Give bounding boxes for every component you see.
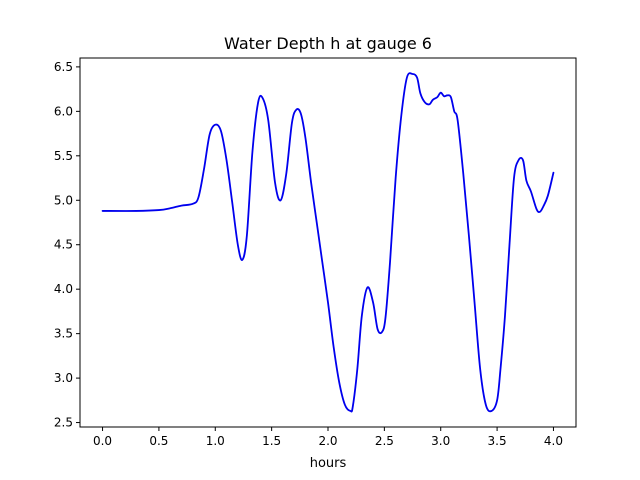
x-tick-label: 0.5 xyxy=(149,434,168,448)
y-tick-label: 4.5 xyxy=(54,238,73,252)
chart-title: Water Depth h at gauge 6 xyxy=(224,34,432,53)
x-tick-label: 2.5 xyxy=(375,434,394,448)
y-tick-label: 2.5 xyxy=(54,416,73,430)
x-tick-label: 4.0 xyxy=(544,434,563,448)
y-axis: 2.5 3.0 3.5 4.0 4.5 5.0 5.5 6.0 6.5 xyxy=(54,60,80,430)
y-tick-label: 4.0 xyxy=(54,282,73,296)
x-tick-label: 3.5 xyxy=(488,434,507,448)
y-tick-label: 5.0 xyxy=(54,193,73,207)
y-tick-label: 6.5 xyxy=(54,60,73,74)
y-tick-label: 3.5 xyxy=(54,327,73,341)
x-tick-label: 0.0 xyxy=(93,434,112,448)
x-tick-label: 3.0 xyxy=(431,434,450,448)
series-line xyxy=(101,72,555,413)
x-axis: 0.0 0.5 1.0 1.5 2.0 2.5 3.0 3.5 4.0 xyxy=(93,427,563,448)
y-tick-label: 6.0 xyxy=(54,104,73,118)
x-tick-label: 1.5 xyxy=(262,434,281,448)
x-tick-label: 1.0 xyxy=(206,434,225,448)
x-tick-label: 2.0 xyxy=(318,434,337,448)
y-tick-label: 5.5 xyxy=(54,149,73,163)
x-axis-label: hours xyxy=(310,456,347,471)
y-tick-label: 3.0 xyxy=(54,371,73,385)
